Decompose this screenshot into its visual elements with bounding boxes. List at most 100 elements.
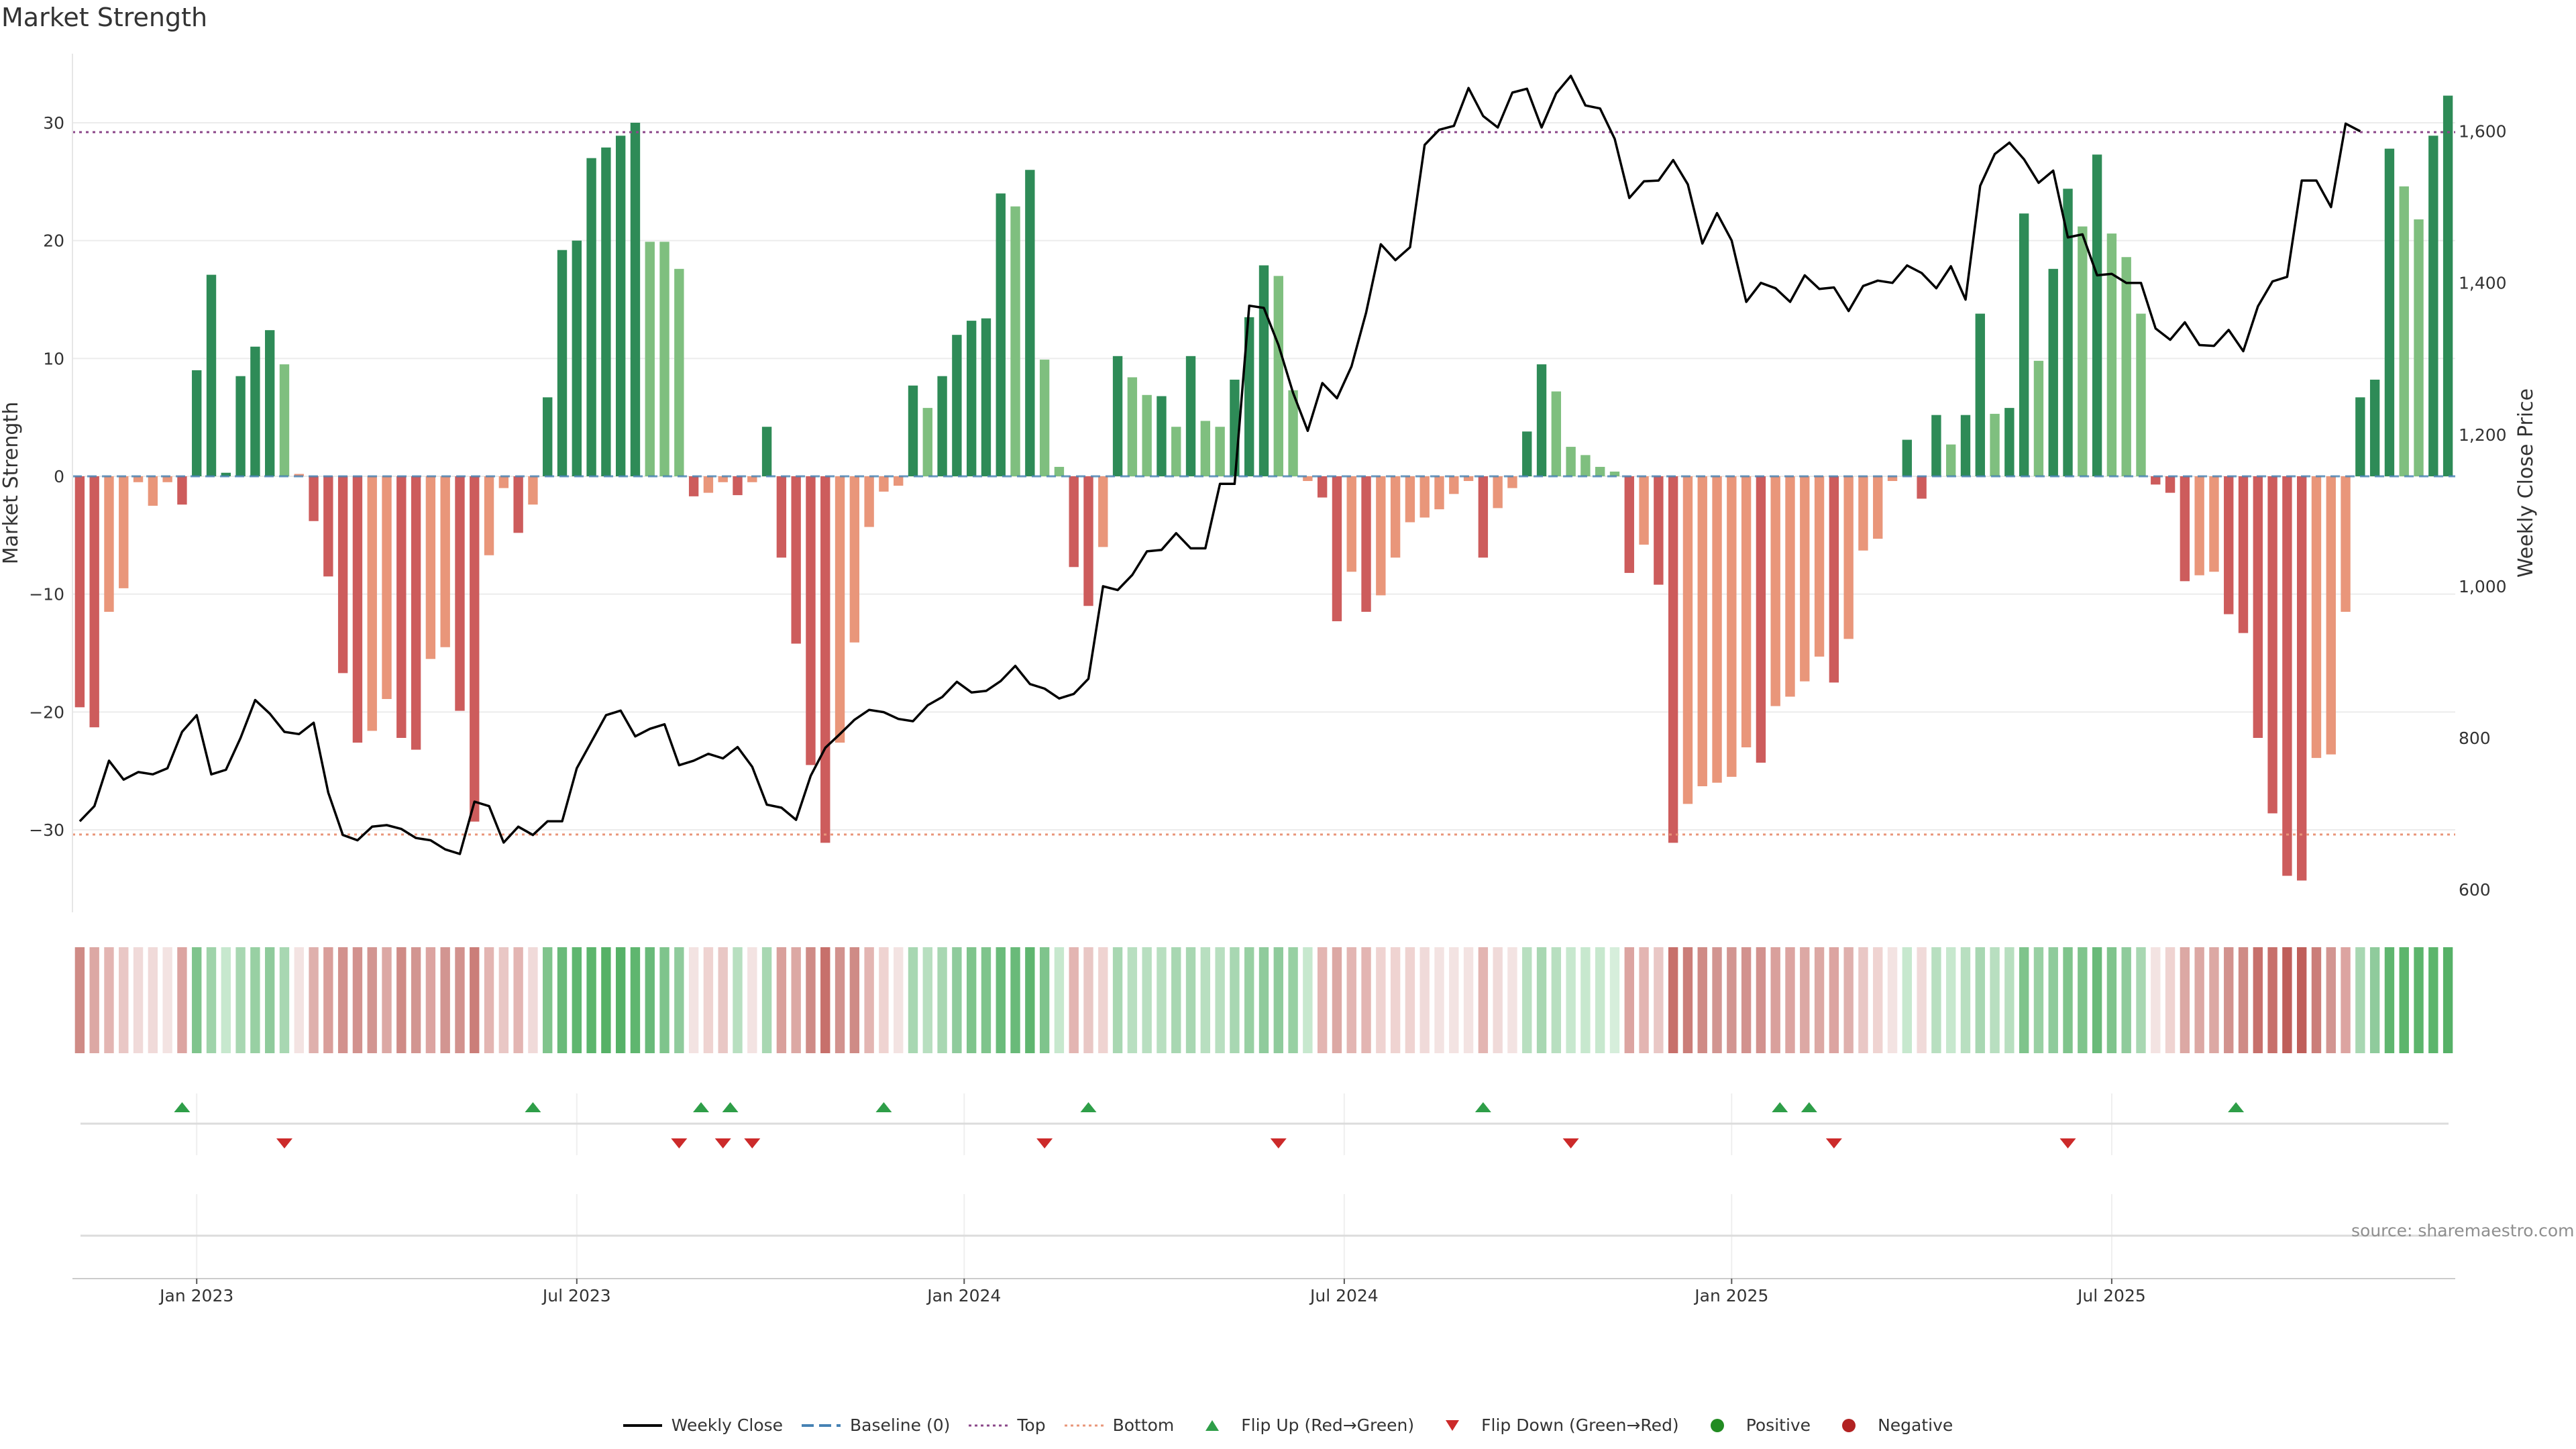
strength-bar xyxy=(1171,427,1181,476)
strength-bar xyxy=(937,376,947,476)
heat-cell xyxy=(1112,947,1123,1053)
heat-cell xyxy=(908,947,918,1053)
strength-bar xyxy=(470,476,480,822)
y2-tick-label: 1,400 xyxy=(2459,274,2507,293)
strength-bar xyxy=(2165,476,2176,493)
heat-cell xyxy=(1814,947,1825,1053)
heat-cell xyxy=(192,947,202,1053)
strength-bar xyxy=(2180,476,2190,582)
strength-bar xyxy=(1390,476,1401,558)
y-tick-label: −10 xyxy=(29,585,64,604)
heat-cell xyxy=(2209,947,2219,1053)
strength-bar xyxy=(1858,476,1868,551)
heat-cell xyxy=(250,947,260,1053)
x-tick-label: Jul 2024 xyxy=(1309,1286,1379,1305)
heat-cell xyxy=(1697,947,1707,1053)
x-tick-label: Jul 2025 xyxy=(2076,1286,2146,1305)
chart-title: Market Strength xyxy=(1,3,208,32)
strength-bar xyxy=(1595,466,1605,476)
flip-down-marker xyxy=(1825,1138,1842,1148)
x-tick-label: Jul 2023 xyxy=(541,1286,611,1305)
legend-label: Positive xyxy=(1746,1415,1811,1435)
heat-cell xyxy=(1609,947,1620,1053)
strength-bar xyxy=(1887,476,1898,482)
heat-cell xyxy=(1858,947,1868,1053)
strength-bar xyxy=(2369,379,2380,476)
strength-bar xyxy=(206,274,217,476)
strength-bar xyxy=(279,364,290,476)
strength-bar xyxy=(484,476,494,555)
legend-symbol xyxy=(1842,1418,1856,1432)
reference-lines xyxy=(72,131,2455,836)
heat-cell xyxy=(1346,947,1356,1053)
heat-cell xyxy=(2355,947,2365,1053)
strength-bar xyxy=(1770,476,1780,706)
heat-cell xyxy=(162,947,172,1053)
legend-label: Baseline (0) xyxy=(850,1415,951,1435)
legend-item: Positive xyxy=(1698,1415,1811,1435)
strength-bar xyxy=(104,476,114,612)
heat-cell xyxy=(1215,947,1225,1053)
heat-cell xyxy=(74,947,85,1053)
legend-negative-swatch xyxy=(1842,1418,1856,1432)
strength-bar xyxy=(557,250,568,476)
heat-cell xyxy=(1244,947,1254,1053)
heat-cell xyxy=(1419,947,1430,1053)
strength-bar xyxy=(1303,476,1313,482)
heat-cell xyxy=(718,947,728,1053)
strength-bar xyxy=(2384,148,2395,476)
strength-bar xyxy=(601,147,611,476)
heat-cell xyxy=(776,947,787,1053)
strength-bar xyxy=(1580,455,1591,476)
heat-cell xyxy=(498,947,509,1053)
heat-cell xyxy=(1405,947,1415,1053)
strength-bar xyxy=(1463,476,1474,482)
strength-bar xyxy=(1434,476,1444,510)
strength-bar xyxy=(2078,226,2088,476)
heat-cell xyxy=(1317,947,1328,1053)
strength-bar xyxy=(2063,189,2073,476)
strength-bar xyxy=(1288,390,1298,476)
heat-cell xyxy=(2092,947,2102,1053)
y-tick-label: 30 xyxy=(43,113,64,133)
y2-tick-label: 800 xyxy=(2459,729,2491,748)
heat-cell xyxy=(148,947,158,1053)
heat-cell xyxy=(2267,947,2277,1053)
legend-flip-down-swatch xyxy=(1446,1419,1460,1431)
strength-bar xyxy=(264,330,275,476)
heat-cell xyxy=(1230,947,1240,1053)
heat-cell xyxy=(1390,947,1401,1053)
strength-bar xyxy=(1902,439,1913,476)
heat-cell xyxy=(586,947,596,1053)
legend-label: Flip Down (Green→Red) xyxy=(1481,1415,1679,1435)
flip-down-marker xyxy=(1036,1138,1053,1148)
heat-cell xyxy=(2414,947,2424,1053)
strength-bar xyxy=(835,476,845,743)
heat-cell xyxy=(2282,947,2292,1053)
strength-bar xyxy=(2399,186,2409,476)
legend-positive-swatch xyxy=(1710,1418,1724,1432)
heat-cell xyxy=(323,947,333,1053)
strength-bar xyxy=(162,476,172,482)
heat-cell xyxy=(747,947,757,1053)
legend-item: Flip Down (Green→Red) xyxy=(1433,1415,1679,1435)
heat-cell xyxy=(1727,947,1737,1053)
heat-cell xyxy=(396,947,407,1053)
axes: −30 −20 −10 0 10 20 30 600 800 1,000 1,200 1,400 1,6… xyxy=(29,54,2507,1305)
legend-item: Baseline (0) xyxy=(802,1415,950,1435)
strength-bar xyxy=(2033,360,2044,476)
heat-cell xyxy=(1639,947,1649,1053)
flip-up-marker xyxy=(1772,1102,1788,1112)
legend: Weekly Close Baseline (0) Top Bottom Flip Up… xyxy=(0,1415,2576,1435)
strength-bar xyxy=(1098,476,1108,547)
legend-label: Negative xyxy=(1878,1415,1953,1435)
heat-cell xyxy=(1273,947,1283,1053)
heat-cell xyxy=(996,947,1006,1053)
legend-symbol xyxy=(802,1424,841,1427)
y2-tick-label: 1,000 xyxy=(2459,577,2507,596)
strength-bar xyxy=(1697,476,1707,787)
heat-cell xyxy=(879,947,889,1053)
heat-cell xyxy=(484,947,494,1053)
heat-cell xyxy=(1376,947,1386,1053)
